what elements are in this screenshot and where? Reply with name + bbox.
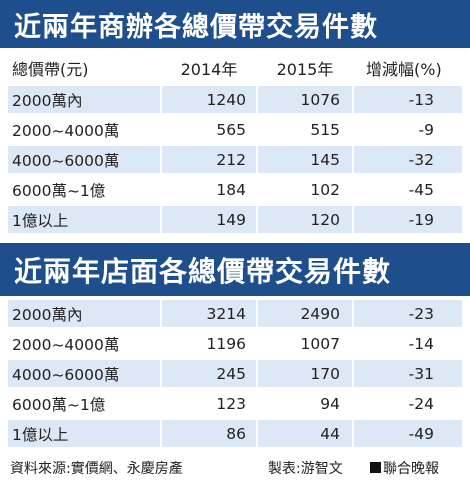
storefront-transactions-table: 2000萬內 3214 2490 -23 2000~4000萬 1196 100…: [0, 298, 470, 448]
count-2014-cell: 1240: [162, 86, 256, 113]
table1-title: 近兩年商辦各總價帶交易件數: [0, 0, 470, 48]
change-cell: -49: [354, 420, 462, 447]
change-cell: -19: [354, 206, 462, 233]
price-band-cell: 6000萬~1億: [8, 390, 160, 417]
table-row: 6000萬~1億 123 94 -24: [0, 388, 470, 418]
change-cell: -14: [354, 330, 462, 357]
count-2015-cell: 515: [258, 116, 352, 143]
table-row: 1億以上 149 120 -19: [0, 204, 470, 234]
square-icon: [370, 462, 381, 473]
change-cell: -32: [354, 146, 462, 173]
count-2015-cell: 145: [258, 146, 352, 173]
price-band-cell: 4000~6000萬: [8, 360, 160, 387]
publisher-name: 聯合晚報: [383, 460, 439, 477]
footer: 資料來源:實價網、永慶房產 製表:游智文 聯合晚報: [0, 453, 470, 482]
maker-credit: 製表:游智文: [268, 460, 343, 477]
count-2014-cell: 86: [162, 420, 256, 447]
price-band-cell: 2000~4000萬: [8, 116, 160, 143]
table2-title: 近兩年店面各總價帶交易件數: [0, 243, 470, 296]
change-cell: -9: [354, 116, 462, 143]
price-band-cell: 6000萬~1億: [8, 176, 160, 203]
count-2015-cell: 94: [258, 390, 352, 417]
source-note: 資料來源:實價網、永慶房產: [10, 460, 183, 477]
table-row: 2000萬內 3214 2490 -23: [0, 298, 470, 328]
count-2014-cell: 212: [162, 146, 256, 173]
change-cell: -23: [354, 300, 462, 327]
count-2014-cell: 1196: [162, 330, 256, 357]
count-2014-cell: 184: [162, 176, 256, 203]
change-cell: -45: [354, 176, 462, 203]
price-band-cell: 4000~6000萬: [8, 146, 160, 173]
count-2014-cell: 3214: [162, 300, 256, 327]
table1-header-row: 總價帶(元) 2014年 2015年 增減幅(%): [0, 50, 470, 84]
count-2014-cell: 149: [162, 206, 256, 233]
table-row: 4000~6000萬 245 170 -31: [0, 358, 470, 388]
count-2015-cell: 44: [258, 420, 352, 447]
header-change: 增減幅(%): [354, 53, 462, 82]
count-2015-cell: 1007: [258, 330, 352, 357]
table-row: 1億以上 86 44 -49: [0, 418, 470, 448]
count-2015-cell: 170: [258, 360, 352, 387]
table-row: 2000~4000萬 565 515 -9: [0, 114, 470, 144]
price-band-cell: 1億以上: [8, 206, 160, 233]
count-2015-cell: 1076: [258, 86, 352, 113]
count-2015-cell: 120: [258, 206, 352, 233]
price-band-cell: 2000萬內: [8, 300, 160, 327]
count-2014-cell: 245: [162, 360, 256, 387]
price-band-cell: 1億以上: [8, 420, 160, 447]
count-2015-cell: 102: [258, 176, 352, 203]
count-2014-cell: 565: [162, 116, 256, 143]
change-cell: -24: [354, 390, 462, 417]
publisher-credit: 聯合晚報: [370, 458, 439, 478]
table-row: 6000萬~1億 184 102 -45: [0, 174, 470, 204]
count-2015-cell: 2490: [258, 300, 352, 327]
office-transactions-table: 總價帶(元) 2014年 2015年 增減幅(%) 2000萬內 1240 10…: [0, 50, 470, 234]
count-2014-cell: 123: [162, 390, 256, 417]
table-row: 4000~6000萬 212 145 -32: [0, 144, 470, 174]
table-row: 2000萬內 1240 1076 -13: [0, 84, 470, 114]
table-row: 2000~4000萬 1196 1007 -14: [0, 328, 470, 358]
price-band-cell: 2000~4000萬: [8, 330, 160, 357]
change-cell: -31: [354, 360, 462, 387]
header-price-band: 總價帶(元): [8, 53, 160, 82]
change-cell: -13: [354, 86, 462, 113]
header-2014: 2014年: [162, 53, 256, 82]
header-2015: 2015年: [258, 53, 352, 82]
price-band-cell: 2000萬內: [8, 86, 160, 113]
